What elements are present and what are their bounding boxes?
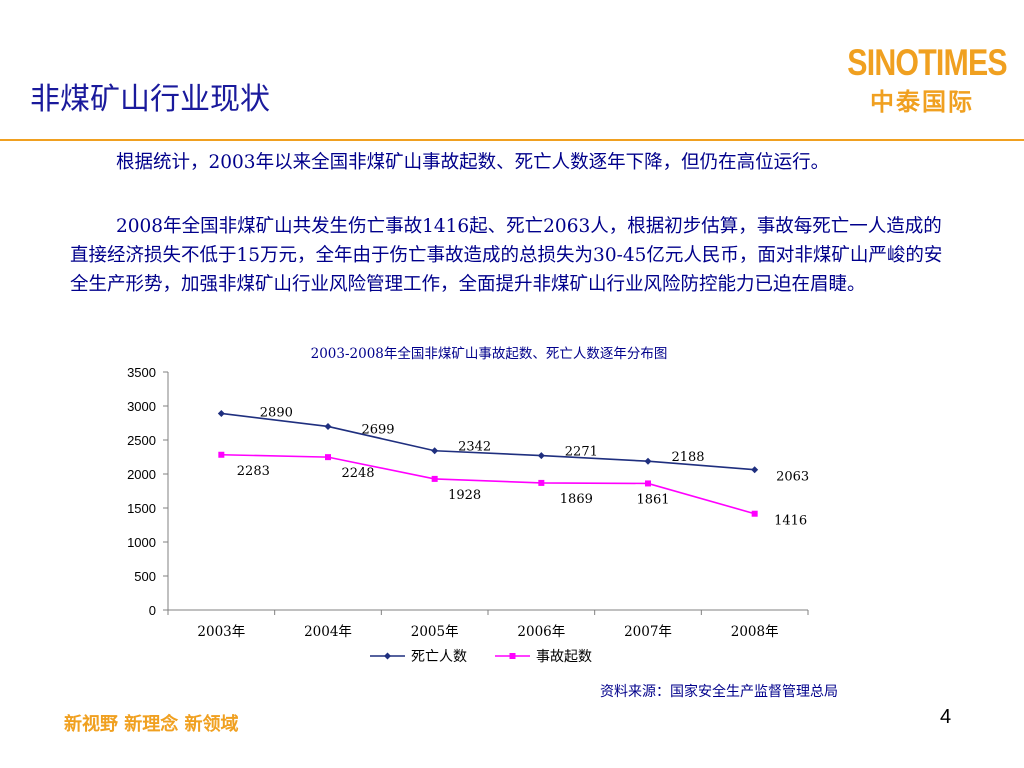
x-tick-label: 2007年 [624, 624, 672, 640]
data-label: 2271 [565, 445, 598, 460]
header-divider [0, 139, 1024, 141]
data-point [217, 409, 225, 417]
x-tick-label: 2004年 [304, 624, 352, 640]
data-point [537, 452, 545, 460]
paragraph-statistics: 根据统计，2003年以来全国非煤矿山事故起数、死亡人数逐年下降，但仍在高位运行。 [70, 148, 955, 177]
data-label: 1928 [448, 488, 481, 503]
page-title: 非煤矿山行业现状 [30, 82, 270, 117]
y-tick-label: 1500 [127, 501, 156, 516]
data-label: 1416 [774, 514, 807, 529]
data-point [538, 479, 545, 486]
data-label: 2248 [341, 466, 374, 481]
legend-label: 事故起数 [536, 649, 592, 665]
data-label: 2188 [671, 450, 704, 465]
data-point [324, 422, 332, 430]
data-point [431, 475, 438, 482]
data-label: 2283 [237, 464, 270, 479]
logo-text-en: SINOTIMES [847, 42, 1007, 83]
legend-marker [384, 652, 391, 660]
source-note: 资料来源：国家安全生产监督管理总局 [600, 684, 838, 700]
data-point [645, 480, 651, 487]
data-label: 2342 [458, 440, 491, 455]
data-point [751, 510, 758, 517]
footer-slogan: 新视野 新理念 新领域 [64, 714, 239, 735]
series-line-accidents [221, 453, 755, 515]
series-line-deaths [221, 412, 755, 471]
paragraph-text: 2008年全国非煤矿山共发生伤亡事故1416起、死亡2063人，根据初步估算，事… [70, 216, 943, 295]
data-label: 2063 [776, 470, 809, 485]
page-number: 4 [940, 706, 952, 728]
x-tick-label: 2003年 [197, 624, 245, 640]
paragraph-text: 根据统计，2003年以来全国非煤矿山事故起数、死亡人数逐年下降，但仍在高位运行。 [116, 152, 830, 173]
y-tick-label: 1000 [127, 535, 156, 550]
data-point [644, 457, 652, 465]
y-tick-label: 500 [134, 569, 156, 584]
x-tick-label: 2008年 [731, 624, 779, 640]
y-tick-label: 3500 [127, 365, 156, 380]
x-tick-label: 2005年 [411, 624, 459, 640]
data-label: 2890 [260, 405, 293, 420]
data-label: 1869 [560, 492, 593, 507]
data-point [325, 454, 331, 461]
legend-label: 死亡人数 [411, 649, 467, 665]
legend-marker [509, 653, 516, 659]
y-tick-label: 2500 [127, 433, 156, 448]
data-label: 1861 [636, 492, 669, 507]
sinotimes-logo: SINOTIMES 中泰国际 [832, 42, 1007, 116]
y-tick-label: 3000 [127, 399, 156, 414]
accident-line-chart: 2003-2008年全国非煤矿山事故起数、死亡人数逐年分布图 3500 3000 2… [127, 345, 809, 665]
data-point [431, 447, 439, 455]
data-point [218, 451, 225, 458]
paragraph-2008-summary: 2008年全国非煤矿山共发生伤亡事故1416起、死亡2063人，根据初步估算，事… [70, 212, 955, 299]
data-point [751, 466, 759, 474]
y-tick-label: 2000 [127, 467, 156, 482]
data-label: 2699 [361, 422, 394, 437]
x-tick-label: 2006年 [517, 624, 565, 640]
logo-text-cn: 中泰国际 [870, 87, 974, 116]
y-tick-label: 0 [149, 603, 156, 618]
chart-title: 2003-2008年全国非煤矿山事故起数、死亡人数逐年分布图 [311, 345, 668, 362]
